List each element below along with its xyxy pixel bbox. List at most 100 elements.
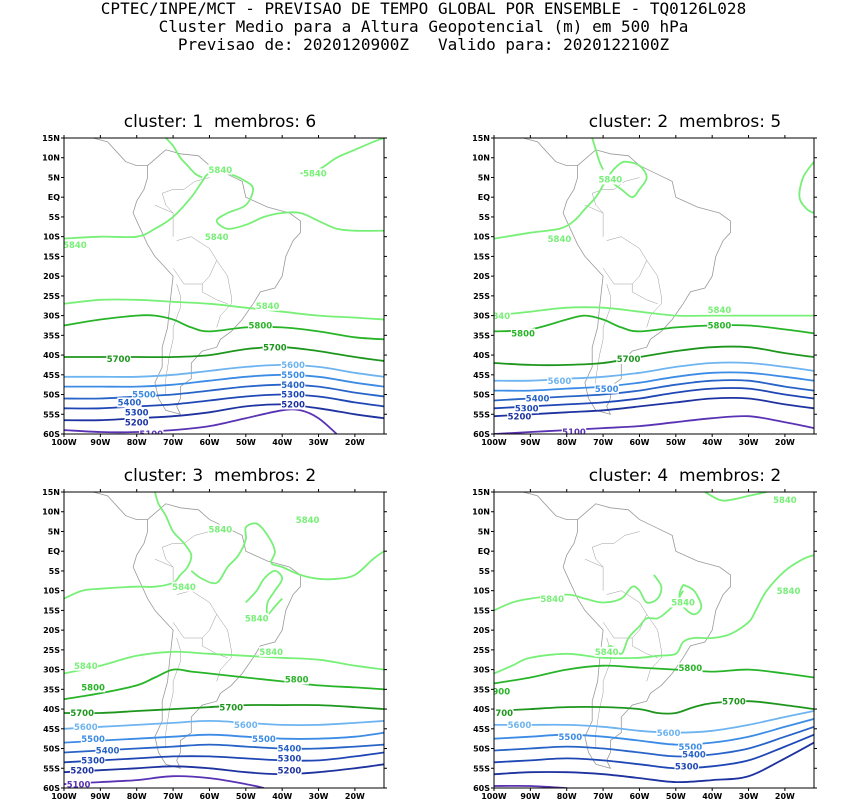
contour-5840 — [591, 138, 604, 170]
contour-label: 5800 — [511, 330, 535, 340]
contour-label: 5840 — [671, 599, 695, 609]
lon-tick-label: 60W — [199, 792, 219, 801]
contour-5200 — [64, 403, 384, 422]
lon-tick-label: 100W — [51, 792, 77, 801]
contour-5300 — [64, 393, 384, 410]
map-1: 5840 584058405840584058005700570056005500… — [42, 134, 387, 447]
contour-5100 — [494, 415, 814, 434]
contour-label: 5500 — [595, 385, 619, 395]
lon-tick-label: 80W — [127, 438, 147, 447]
contour-label-bg — [721, 696, 747, 707]
contour-label: 5600 — [281, 361, 305, 371]
panel-title: cluster: 4 membros: 2 — [588, 466, 782, 486]
contour-label-bg — [73, 660, 99, 671]
contour-label-bg — [280, 399, 306, 410]
lat-tick-label: 5N — [48, 527, 60, 536]
contour-label: 5100 — [67, 780, 91, 790]
contour-label-bg — [208, 524, 233, 535]
lat-tick-label: 25S — [473, 646, 490, 655]
contour-label-bg — [678, 741, 703, 752]
contour-label-bg — [494, 708, 514, 719]
country-border — [161, 177, 210, 214]
contour-label: 5300 — [81, 757, 105, 767]
country-border — [165, 637, 181, 749]
contour-label: 5500 — [559, 733, 583, 743]
contour-label-bg — [295, 514, 320, 525]
country-border — [201, 638, 228, 659]
contour-label-bg — [539, 593, 565, 604]
coastline — [91, 138, 148, 166]
contour-5300 — [494, 733, 814, 770]
contour-label: 5840 — [209, 526, 233, 536]
lon-tick-label: 60W — [629, 792, 649, 801]
figure-header: CPTEC/INPE/MCT - PREVISAO DE TEMPO GLOBA… — [0, 0, 847, 54]
contour-5840 — [704, 492, 767, 502]
contour-5700 — [494, 700, 814, 715]
contour-label: 5600 — [234, 721, 258, 731]
contour-label: 5840 — [303, 170, 327, 180]
lat-tick-label: EQ — [478, 547, 490, 556]
contour-5500 — [64, 731, 384, 744]
contour-label: 5300 — [125, 408, 149, 418]
contour-label: 5300 — [278, 755, 302, 765]
lat-tick-label: 5N — [478, 173, 490, 182]
contour-label: 5300 — [281, 391, 305, 401]
panel-title: cluster: 3 membros: 2 — [123, 466, 317, 486]
contour-5800 — [494, 314, 814, 335]
contour-label-bg — [494, 310, 511, 321]
lat-tick-label: 20S — [43, 626, 60, 635]
lon-tick-label: 30W — [739, 438, 759, 447]
contour-label-bg — [106, 354, 131, 365]
lon-tick-label: 90W — [90, 792, 110, 801]
contour-label: 5500 — [252, 735, 276, 745]
lat-tick-label: 15N — [472, 134, 490, 143]
contour-label: 5840 — [296, 516, 320, 526]
lon-tick-label: 50W — [236, 792, 256, 801]
contour-label-bg — [80, 682, 106, 693]
contour-label: 5700 — [107, 355, 131, 365]
coastline — [562, 503, 731, 769]
contour-label: 5700 — [70, 709, 94, 719]
contour-label-bg — [547, 375, 572, 386]
lon-tick-label: 40W — [702, 438, 722, 447]
contour-label: 5840 — [708, 306, 732, 316]
contour-label-bg — [656, 727, 681, 738]
contour-5840 — [64, 298, 384, 321]
contour-5840 — [300, 138, 384, 175]
lon-tick-label: 50W — [666, 438, 686, 447]
contour-label-bg — [494, 686, 511, 697]
contour-label-bg — [507, 411, 532, 422]
lat-tick-label: 35S — [473, 331, 490, 340]
contour-label-bg — [259, 646, 284, 657]
contour-label: 5200 — [125, 418, 149, 428]
lat-tick-label: 10N — [42, 508, 60, 517]
contour-label-bg — [280, 369, 306, 380]
lat-tick-label: 60S — [473, 784, 490, 793]
contour-5700 — [494, 345, 814, 367]
lon-tick-label: 40W — [702, 792, 722, 801]
contour-label: 5600 — [508, 721, 532, 731]
contour-label: 5800 — [249, 322, 273, 332]
contour-label-bg — [124, 417, 149, 428]
lat-tick-label: 40S — [43, 705, 60, 714]
lat-tick-label: 35S — [43, 331, 60, 340]
contour-5840 — [494, 306, 814, 317]
contour-label: 5840 — [205, 233, 229, 243]
contour-label: 5200 — [278, 766, 302, 776]
contour-label-bg — [594, 383, 619, 394]
country-border — [584, 204, 604, 237]
contour-label: 5100 — [562, 428, 586, 438]
lat-tick-label: 10S — [43, 587, 60, 596]
lon-tick-label: 30W — [739, 792, 759, 801]
lat-tick-label: 60S — [43, 784, 60, 793]
panel-title: cluster: 1 membros: 6 — [123, 112, 317, 132]
country-border — [172, 614, 217, 639]
contour-label: 5840 — [74, 662, 98, 672]
lat-tick-label: 10N — [472, 508, 490, 517]
lat-tick-label: 20S — [473, 272, 490, 281]
lat-tick-label: 5S — [479, 213, 491, 222]
contour-5840 — [64, 650, 384, 675]
lon-tick-label: 20W — [775, 792, 795, 801]
contour-5300 — [494, 387, 814, 410]
contour-5840 — [64, 492, 193, 600]
